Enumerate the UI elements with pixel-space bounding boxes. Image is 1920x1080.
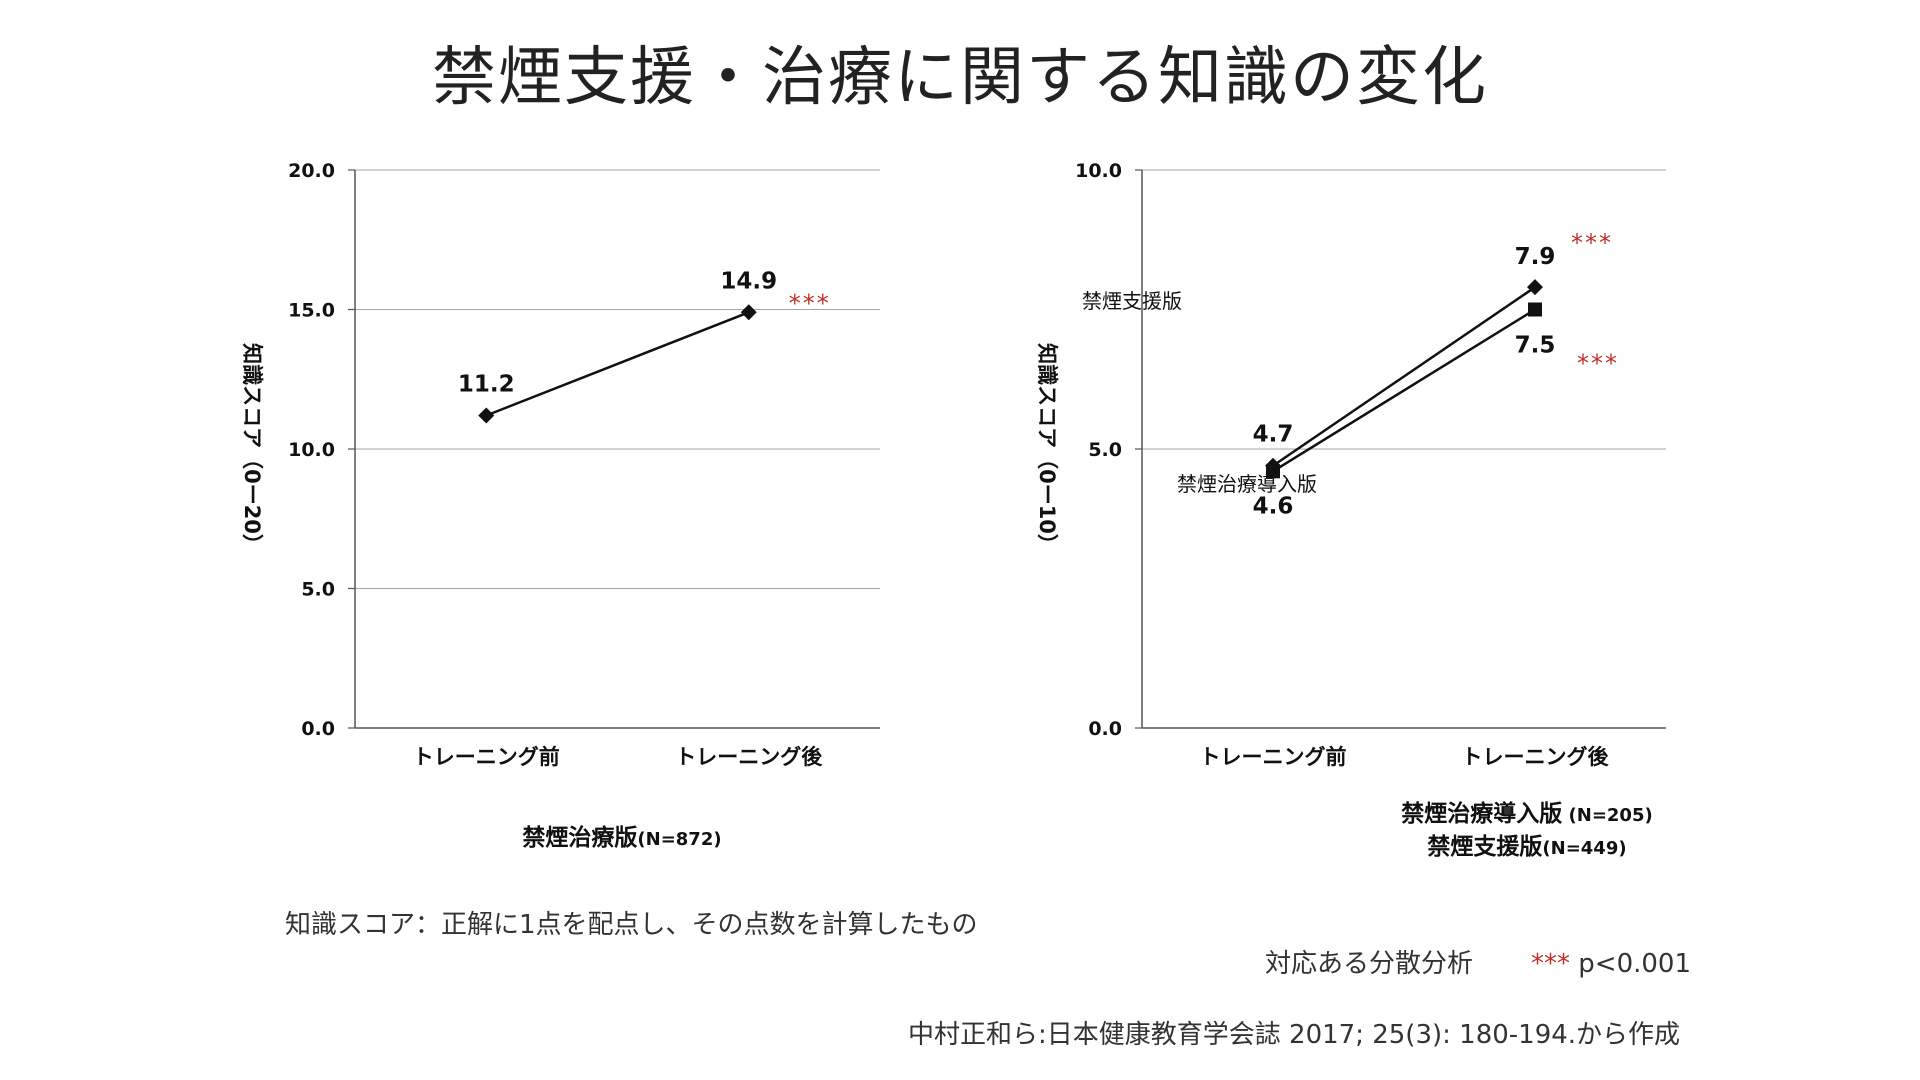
- group-label: 禁煙治療導入版 (N=205): [1401, 800, 1652, 827]
- data-point-marker: [740, 304, 757, 321]
- y-tick-label: 15.0: [288, 300, 335, 322]
- group-sample-size: (N=872): [637, 829, 721, 850]
- data-value-label: 4.6: [1253, 493, 1294, 519]
- series-name-label: 禁煙治療導入版: [1177, 472, 1317, 496]
- series-name-label: 禁煙支援版: [1082, 289, 1182, 313]
- y-tick-label: 5.0: [301, 579, 335, 601]
- y-tick-label: 10.0: [1075, 160, 1122, 182]
- y-axis-title: 知識スコア（0ー10）: [1035, 343, 1059, 555]
- y-tick-label: 20.0: [288, 160, 335, 182]
- data-value-label: 7.9: [1515, 244, 1556, 270]
- data-value-label: 4.7: [1253, 422, 1294, 448]
- series-line: [485, 311, 750, 417]
- y-axis-title: 知識スコア（0ー20）: [240, 343, 264, 555]
- group-label: 禁煙支援版(N=449): [1427, 833, 1626, 860]
- chart-knowledge-support: 0.0 5.0 10.0 トレーニング前 トレーニング後 知識スコア（0ー10） 4.7 7.…: [1035, 160, 1666, 860]
- data-value-label: 11.2: [458, 372, 515, 398]
- significance-marker: ***: [1571, 229, 1613, 257]
- analysis-note: 対応ある分散分析 *** p<0.001: [1265, 943, 1691, 980]
- significance-value: p<0.001: [1570, 949, 1692, 979]
- analysis-label: 対応ある分散分析: [1265, 949, 1474, 979]
- data-point-marker: [1527, 279, 1543, 296]
- x-category-label: トレーニング後: [1462, 745, 1610, 769]
- significance-marker: ***: [789, 289, 831, 317]
- group-sample-size: (N=205): [1562, 805, 1652, 826]
- definition-note: 知識スコア：正解に1点を配点し、その点数を計算したもの: [285, 910, 978, 940]
- data-point-marker: [478, 407, 495, 424]
- data-point-marker: [1266, 464, 1280, 479]
- x-category-label: トレーニング前: [1200, 745, 1347, 769]
- group-name: 禁煙治療導入版: [1401, 800, 1562, 827]
- data-point-marker: [1528, 302, 1542, 317]
- group-name: 禁煙治療版: [522, 824, 637, 851]
- group-label: 禁煙治療版(N=872): [522, 824, 721, 851]
- source-citation: 中村正和ら:日本健康教育学会誌 2017; 25(3): 180-194.から作…: [908, 1020, 1681, 1050]
- x-category-label: トレーニング前: [413, 745, 560, 769]
- x-category-label: トレーニング後: [675, 745, 823, 769]
- group-name: 禁煙支援版: [1427, 833, 1542, 860]
- y-tick-label: 10.0: [288, 439, 335, 461]
- y-tick-label: 0.0: [1088, 718, 1122, 740]
- y-tick-label: 0.0: [301, 718, 335, 740]
- chart-knowledge-treatment: 0.0 5.0 10.0 15.0 20.0 トレーニング前 トレーニング後 知識スコア（0ー…: [240, 160, 880, 851]
- significance-marker: ***: [1531, 949, 1571, 979]
- data-value-label: 14.9: [720, 268, 777, 294]
- data-value-label: 7.5: [1515, 333, 1556, 359]
- y-tick-label: 5.0: [1088, 439, 1122, 461]
- series-line: [1272, 308, 1536, 473]
- group-sample-size: (N=449): [1542, 838, 1626, 859]
- series-line: [1272, 286, 1536, 467]
- slide-title: 禁煙支援・治療に関する知識の変化: [432, 41, 1488, 115]
- significance-marker: ***: [1577, 350, 1619, 378]
